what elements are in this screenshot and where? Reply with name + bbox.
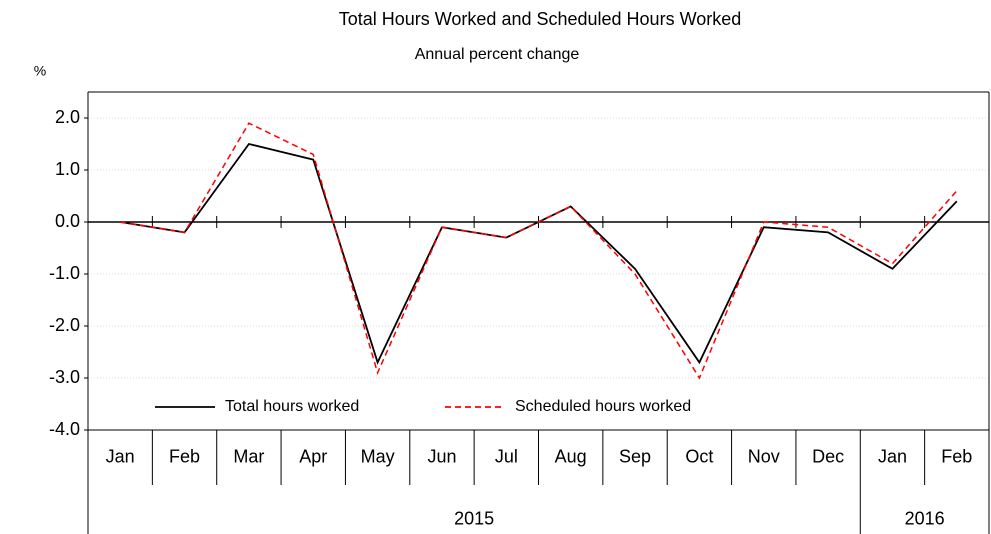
group-label: 2016 [905, 508, 945, 528]
x-tick-label: Sep [619, 446, 651, 466]
legend-label: Scheduled hours worked [515, 398, 691, 415]
x-tick-label: Jun [427, 446, 456, 466]
y-unit: % [34, 63, 46, 79]
chart-title: Total Hours Worked and Scheduled Hours W… [339, 9, 742, 29]
x-tick-label: Aug [555, 446, 587, 466]
x-tick-label: Dec [812, 446, 844, 466]
y-tick-label: -2.0 [49, 315, 80, 335]
y-tick-label: 0.0 [55, 211, 80, 231]
series-line [120, 142, 958, 365]
group-label: 2015 [454, 508, 494, 528]
y-tick-label: -3.0 [49, 367, 80, 387]
x-tick-label: May [361, 446, 395, 466]
y-tick-label: -1.0 [49, 263, 80, 283]
x-tick-label: Oct [685, 446, 713, 466]
y-tick-label: 1.0 [55, 159, 80, 179]
x-tick-label: Feb [169, 446, 200, 466]
x-tick-label: Jan [878, 446, 907, 466]
chart-subtitle: Annual percent change [415, 46, 580, 63]
x-tick-label: Apr [299, 446, 327, 466]
series-line [120, 122, 958, 380]
x-tick-label: Nov [748, 446, 780, 466]
y-tick-label: -4.0 [49, 419, 80, 439]
legend-label: Total hours worked [225, 398, 359, 415]
y-tick-label: 2.0 [55, 107, 80, 127]
x-tick-label: Jan [106, 446, 135, 466]
x-tick-label: Mar [233, 446, 264, 466]
x-tick-label: Feb [941, 446, 972, 466]
x-tick-label: Jul [495, 446, 518, 466]
